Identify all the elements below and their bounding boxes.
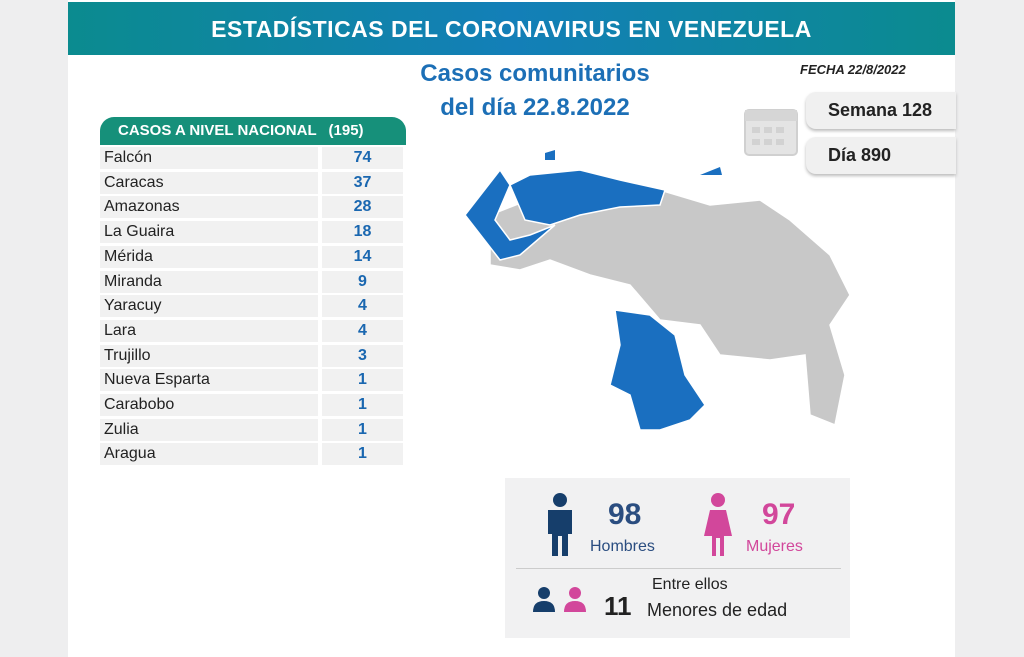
children-icon bbox=[533, 587, 586, 612]
case-count: 1 bbox=[322, 369, 403, 392]
day-box: Día 890 bbox=[806, 137, 956, 174]
province-name: La Guaira bbox=[100, 221, 318, 244]
minors-value: 11 bbox=[604, 591, 632, 621]
case-count: 1 bbox=[322, 443, 403, 466]
province-name: Nueva Esparta bbox=[100, 369, 318, 392]
province-name: Carabobo bbox=[100, 394, 318, 416]
case-count: 18 bbox=[322, 221, 403, 244]
province-name: Zulia bbox=[100, 418, 318, 441]
man-icon bbox=[548, 493, 572, 556]
case-count: 4 bbox=[322, 319, 403, 342]
province-name: Aragua bbox=[100, 443, 318, 466]
province-name: Miranda bbox=[100, 270, 318, 293]
calendar-icon bbox=[744, 109, 798, 156]
women-value: 97 bbox=[762, 498, 796, 531]
subtitle-line: Casos comunitarios bbox=[420, 60, 650, 87]
week-box: Semana 128 bbox=[806, 92, 956, 129]
divider bbox=[516, 568, 841, 569]
minors-label: Menores de edad bbox=[647, 600, 788, 620]
banner bbox=[68, 2, 955, 55]
table-header: CASOS A NIVEL NACIONAL (195) bbox=[100, 117, 406, 145]
map bbox=[464, 150, 851, 431]
province-name: Yaracuy bbox=[100, 295, 318, 318]
table-total: (195) bbox=[328, 122, 364, 139]
case-count: 28 bbox=[322, 196, 403, 219]
province-name: Amazonas bbox=[100, 196, 318, 219]
province-name: Caracas bbox=[100, 171, 318, 194]
case-count: 37 bbox=[322, 171, 403, 194]
province-name: Falcón bbox=[100, 147, 318, 169]
province-name: Lara bbox=[100, 319, 318, 342]
table-title: CASOS A NIVEL NACIONAL bbox=[118, 122, 317, 139]
subtitle-line: del día 22.8.2022 bbox=[440, 94, 630, 121]
men-label: Hombres bbox=[590, 538, 655, 555]
province-name: Mérida bbox=[100, 245, 318, 268]
province-name: Trujillo bbox=[100, 344, 318, 367]
case-count: 3 bbox=[322, 344, 403, 367]
case-count: 74 bbox=[322, 147, 403, 169]
case-count: 4 bbox=[322, 295, 403, 318]
minors-intro: Entre ellos bbox=[652, 576, 728, 593]
men-value: 98 bbox=[608, 498, 642, 531]
women-label: Mujeres bbox=[746, 538, 803, 555]
case-count: 1 bbox=[322, 418, 403, 441]
woman-icon bbox=[704, 493, 732, 556]
case-count: 9 bbox=[322, 270, 403, 293]
case-count: 14 bbox=[322, 245, 403, 268]
date: FECHA 22/8/2022 bbox=[800, 62, 906, 77]
header-title: ESTADÍSTICAS DEL CORONAVIRUS EN VENEZUEL… bbox=[211, 16, 812, 42]
case-count: 1 bbox=[322, 394, 403, 416]
